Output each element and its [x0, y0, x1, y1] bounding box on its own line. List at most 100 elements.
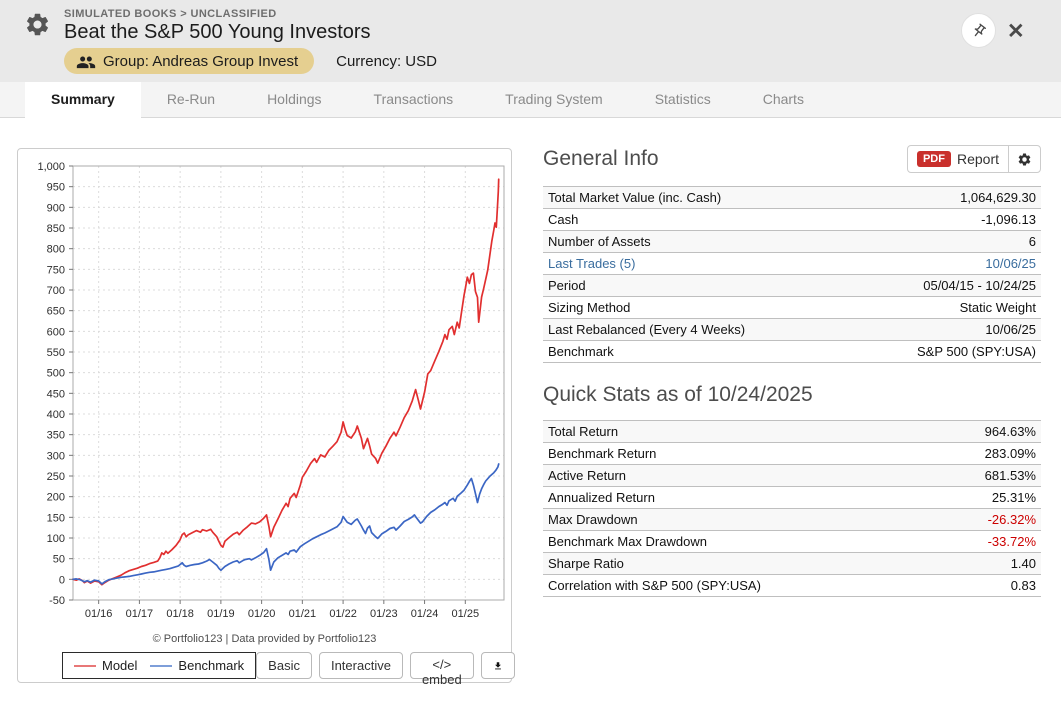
row-label: Active Return [548, 468, 627, 483]
table-row: Cash -1,096.13 [543, 209, 1041, 231]
table-row: Period 05/04/15 - 10/24/25 [543, 275, 1041, 297]
tab-charts[interactable]: Charts [762, 91, 804, 107]
tab-summary[interactable]: Summary [25, 82, 141, 118]
table-row[interactable]: Last Trades (5) 10/06/25 [543, 253, 1041, 275]
legend-item-model: Model [74, 658, 137, 673]
chart-copyright: © Portfolio123 | Data provided by Portfo… [152, 633, 377, 645]
svg-text:350: 350 [47, 430, 65, 442]
row-value: 283.09% [984, 446, 1036, 461]
table-row: Sizing Method Static Weight [543, 297, 1041, 319]
window-header: SIMULATED BOOKS > UNCLASSIFIED Beat the … [0, 0, 1061, 82]
pdf-report-button[interactable]: PDF Report [908, 146, 1008, 172]
legend-label: Model [102, 658, 138, 673]
row-value: Static Weight [959, 300, 1036, 315]
row-value: 681.53% [984, 468, 1036, 483]
svg-text:01/19: 01/19 [207, 608, 235, 620]
table-row: Total Market Value (inc. Cash) 1,064,629.… [543, 187, 1041, 209]
row-value: -1,096.13 [981, 212, 1036, 227]
row-label: Total Return [548, 424, 619, 439]
svg-text:400: 400 [47, 409, 65, 421]
tab-statistics[interactable]: Statistics [654, 91, 711, 107]
table-row: Max Drawdown -26.32% [543, 509, 1041, 531]
row-label: Last Rebalanced (Every 4 Weeks) [548, 322, 746, 337]
close-icon[interactable]: ✕ [1003, 17, 1029, 46]
group-badge[interactable]: Group: Andreas Group Invest [64, 48, 315, 74]
svg-text:250: 250 [47, 471, 65, 483]
table-row: Number of Assets 6 [543, 231, 1041, 253]
svg-text:450: 450 [47, 388, 65, 400]
row-label: Benchmark Return [548, 446, 657, 461]
report-label: Report [956, 151, 999, 167]
gear-icon[interactable] [24, 11, 51, 43]
svg-text:01/21: 01/21 [289, 608, 317, 620]
svg-text:950: 950 [47, 182, 65, 194]
currency-label: Currency: USD [336, 52, 437, 70]
pin-button[interactable] [961, 13, 996, 48]
row-value: 10/06/25 [985, 256, 1036, 271]
svg-text:01/25: 01/25 [452, 608, 480, 620]
legend-label: Benchmark [178, 658, 245, 673]
svg-text:100: 100 [47, 533, 65, 545]
general-info-heading: General Info [543, 147, 659, 170]
tab-transactions[interactable]: Transactions [373, 91, 454, 107]
row-label: Total Market Value (inc. Cash) [548, 190, 722, 205]
group-people-icon [76, 54, 96, 69]
table-row: Active Return 681.53% [543, 465, 1041, 487]
row-value: 1.40 [1010, 556, 1036, 571]
svg-text:1,000: 1,000 [37, 161, 65, 173]
table-row: Benchmark Return 283.09% [543, 443, 1041, 465]
svg-text:01/18: 01/18 [166, 608, 194, 620]
row-value: 6 [1028, 234, 1036, 249]
row-label: Sharpe Ratio [548, 556, 624, 571]
tab-re-run[interactable]: Re-Run [166, 91, 216, 107]
table-row: Last Rebalanced (Every 4 Weeks) 10/06/25 [543, 319, 1041, 341]
tab-trading-system[interactable]: Trading System [505, 91, 603, 107]
svg-text:01/23: 01/23 [370, 608, 398, 620]
legend-item-benchmark: Benchmark [150, 658, 244, 673]
quick-stats-table: Total Return 964.63% Benchmark Return 283.0… [543, 420, 1041, 597]
svg-text:800: 800 [47, 244, 65, 256]
legend-line-swatch [74, 664, 96, 667]
row-label: Benchmark Max Drawdown [548, 534, 707, 549]
svg-text:0: 0 [59, 574, 65, 586]
svg-text:01/20: 01/20 [248, 608, 276, 620]
svg-text:850: 850 [47, 223, 65, 235]
table-row: Sharpe Ratio 1.40 [543, 553, 1041, 575]
gear-icon [1017, 152, 1032, 167]
pdf-badge: PDF [916, 151, 951, 167]
table-row: Benchmark Max Drawdown -33.72% [543, 531, 1041, 553]
download-icon[interactable] [480, 652, 515, 679]
svg-text:-50: -50 [49, 595, 65, 607]
row-label: Period [548, 278, 586, 293]
interactive-button[interactable]: Interactive [318, 652, 403, 679]
row-value: 25.31% [991, 490, 1036, 505]
page-title: Beat the S&P 500 Young Investors [64, 21, 371, 43]
tab-holdings[interactable]: Holdings [267, 91, 322, 107]
row-value: -26.32% [987, 512, 1036, 527]
report-settings-button[interactable] [1008, 146, 1040, 172]
svg-text:700: 700 [47, 285, 65, 297]
breadcrumb[interactable]: SIMULATED BOOKS > UNCLASSIFIED [64, 8, 277, 20]
svg-text:01/17: 01/17 [126, 608, 154, 620]
svg-text:750: 750 [47, 264, 65, 276]
row-value: -33.72% [987, 534, 1036, 549]
table-row: Benchmark S&P 500 (SPY:USA) [543, 341, 1041, 363]
row-label: Cash [548, 212, 579, 227]
row-label: Max Drawdown [548, 512, 638, 527]
svg-text:01/24: 01/24 [411, 608, 439, 620]
chart-buttons: Basic Interactive </> embed [256, 652, 515, 687]
row-label: Last Trades (5) [548, 256, 636, 271]
embed-button[interactable]: </> embed [409, 652, 474, 687]
svg-text:650: 650 [47, 306, 65, 318]
quick-stats-heading: Quick Stats as of 10/24/2025 [543, 383, 813, 406]
row-value: 10/06/25 [985, 322, 1036, 337]
report-button-group: PDF Report [906, 145, 1041, 173]
svg-text:150: 150 [47, 512, 65, 524]
legend-line-swatch [150, 664, 173, 667]
performance-chart[interactable]: -50 0 50 100 150 200 250 300 350 400 450 500 550 600 6… [18, 150, 511, 632]
row-value: 0.83 [1010, 578, 1036, 593]
svg-text:600: 600 [47, 326, 65, 338]
basic-button[interactable]: Basic [256, 652, 312, 679]
row-value: 1,064,629.30 [960, 190, 1036, 205]
row-label: Sizing Method [548, 300, 631, 315]
